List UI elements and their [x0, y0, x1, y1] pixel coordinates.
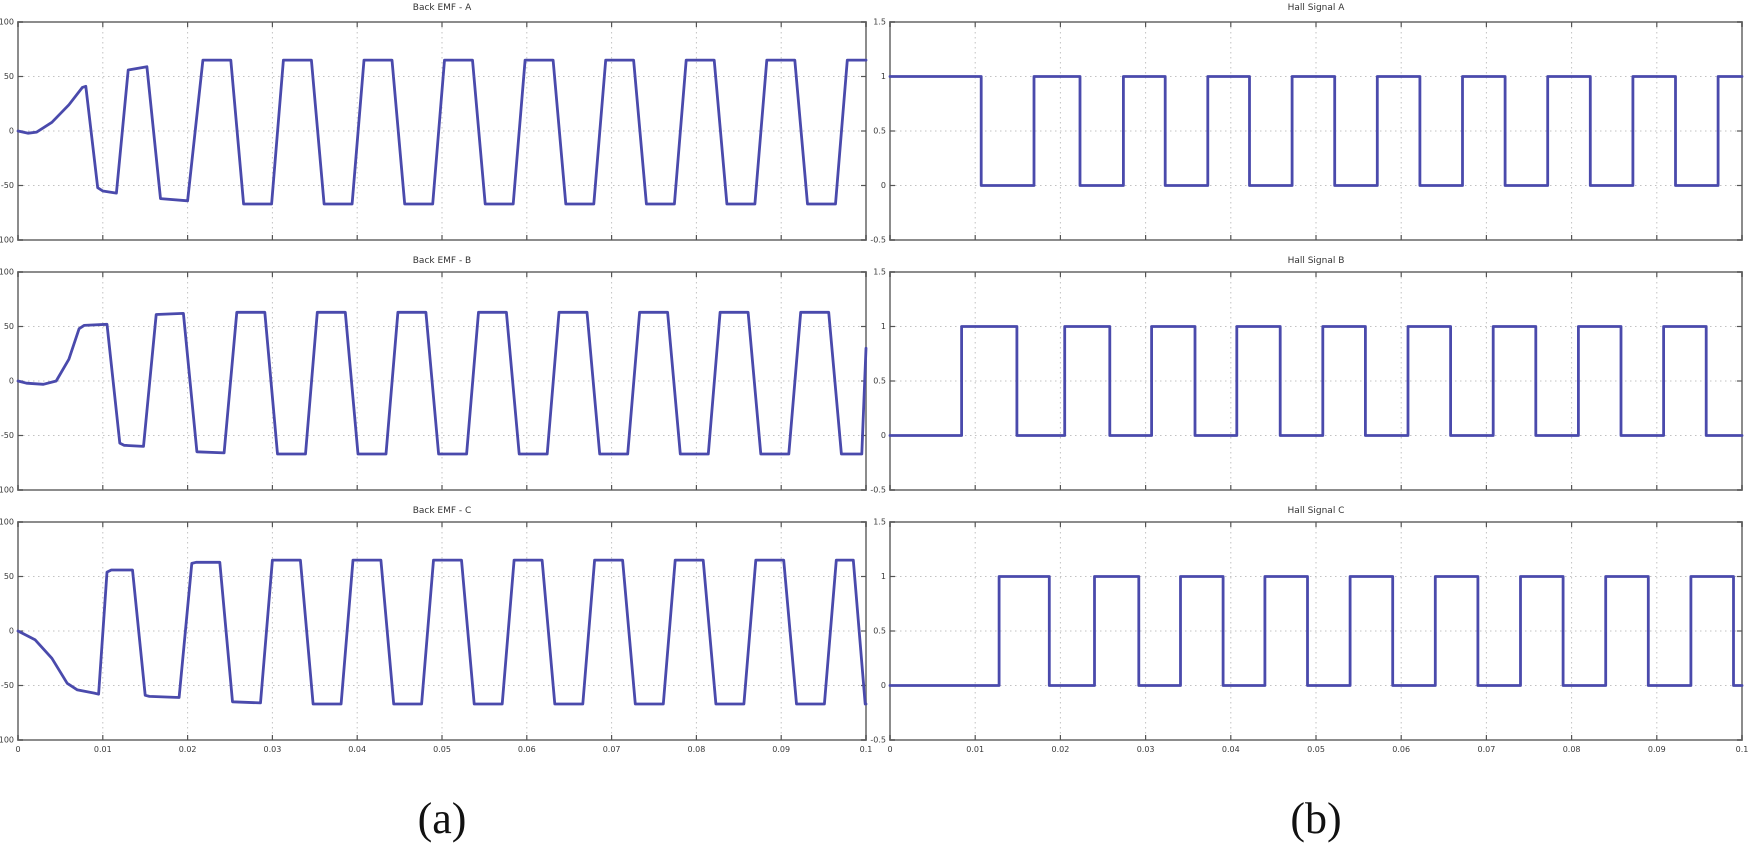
- x-tick-label: 0.1: [1736, 745, 1749, 754]
- x-tick-label: 0.09: [1648, 745, 1666, 754]
- x-tick-label: 0.06: [1392, 745, 1410, 754]
- y-tick-label: 0: [9, 377, 14, 386]
- x-tick-label: 0.01: [94, 745, 112, 754]
- waveform-line: [16, 558, 868, 706]
- chart-title-hall-signal-b: Hall Signal B: [1287, 256, 1345, 266]
- y-tick-label: -50: [1, 681, 14, 690]
- y-tick-label: 0.5: [873, 377, 886, 386]
- chart-back-emf-a: 100 50 0 -50 -100: [0, 18, 868, 245]
- x-tick-label: 0.04: [348, 745, 366, 754]
- x-tick-label: 0: [15, 745, 20, 754]
- y-tick-label: 1: [881, 322, 886, 331]
- y-tick-label: 0: [881, 181, 886, 190]
- y-tick-label: 100: [0, 518, 14, 527]
- y-tick-label: -50: [1, 431, 14, 440]
- x-tick-label: 0.02: [1051, 745, 1069, 754]
- y-tick-label: 1: [881, 72, 886, 81]
- x-tick-label: 0.03: [263, 745, 281, 754]
- y-tick-label: 0.5: [873, 127, 886, 136]
- y-tick-label: 0: [881, 681, 886, 690]
- x-tick-label: 0: [887, 745, 892, 754]
- x-tick-label: 0.06: [518, 745, 536, 754]
- chart-title-back-emf-a: Back EMF - A: [412, 3, 472, 13]
- y-tick-label: 0: [881, 431, 886, 440]
- chart-title-back-emf-b: Back EMF - B: [412, 256, 472, 266]
- chart-hall-signal-c: 1.510.50-0.50 0.01 0.02 0.03 0.04 0.05 0.06 0.0…: [870, 518, 1749, 754]
- y-tick-label: -0.5: [870, 236, 886, 245]
- chart-hall-signal-b: 1.5 1 0.5 0 -0.5: [870, 268, 1744, 495]
- x-tick-label: 0.07: [1477, 745, 1495, 754]
- y-tick-label: -100: [0, 486, 14, 495]
- waveform-line: [16, 310, 868, 456]
- y-tick-label: 0: [9, 127, 14, 136]
- waveform-line: [888, 75, 1744, 187]
- y-tick-label: 50: [4, 572, 14, 581]
- y-tick-label: 1.5: [873, 518, 886, 527]
- y-tick-label: -100: [0, 236, 14, 245]
- y-tick-label: 0: [9, 627, 14, 636]
- y-tick-label: -0.5: [870, 486, 886, 495]
- x-tick-label: 0.05: [1307, 745, 1325, 754]
- panel-label-b: (b): [1290, 794, 1342, 843]
- waveform-line: [16, 58, 868, 206]
- x-tick-label: 0.02: [179, 745, 197, 754]
- y-tick-label: 50: [4, 72, 14, 81]
- x-tick-label: 0.05: [433, 745, 451, 754]
- waveform-line: [888, 575, 1744, 687]
- x-tick-label: 0.08: [1563, 745, 1581, 754]
- y-tick-label: 1: [881, 572, 886, 581]
- chart-title-back-emf-c: Back EMF - C: [412, 506, 472, 516]
- x-tick-label: 0.09: [772, 745, 790, 754]
- y-tick-label: -100: [0, 736, 14, 745]
- x-tick-label: 0.03: [1137, 745, 1155, 754]
- waveform-line: [888, 325, 1744, 437]
- y-tick-label: 0.5: [873, 627, 886, 636]
- y-tick-label: -50: [1, 181, 14, 190]
- chart-back-emf-c: 100500-50-10000.010.020.030.040.050.060.…: [0, 518, 873, 754]
- y-tick-label: 100: [0, 268, 14, 277]
- x-tick-label: 0.01: [966, 745, 984, 754]
- x-tick-label: 0.07: [603, 745, 621, 754]
- chart-back-emf-b: 100 50 0 -50 -100: [0, 268, 868, 495]
- chart-title-hall-signal-c: Hall Signal C: [1287, 506, 1345, 516]
- y-tick-label: 100: [0, 18, 14, 27]
- x-tick-label: 0.04: [1222, 745, 1240, 754]
- y-tick-label: 50: [4, 322, 14, 331]
- panel-label-a: (a): [417, 794, 467, 843]
- chart-title-hall-signal-a: Hall Signal A: [1287, 3, 1345, 13]
- y-tick-label: -0.5: [870, 736, 886, 745]
- x-tick-label: 0.1: [860, 745, 873, 754]
- y-tick-label: 1.5: [873, 18, 886, 27]
- chart-hall-signal-a: 1.5 1 0.5 0 -0.5: [870, 18, 1744, 245]
- y-tick-label: 1.5: [873, 268, 886, 277]
- x-tick-label: 0.08: [687, 745, 705, 754]
